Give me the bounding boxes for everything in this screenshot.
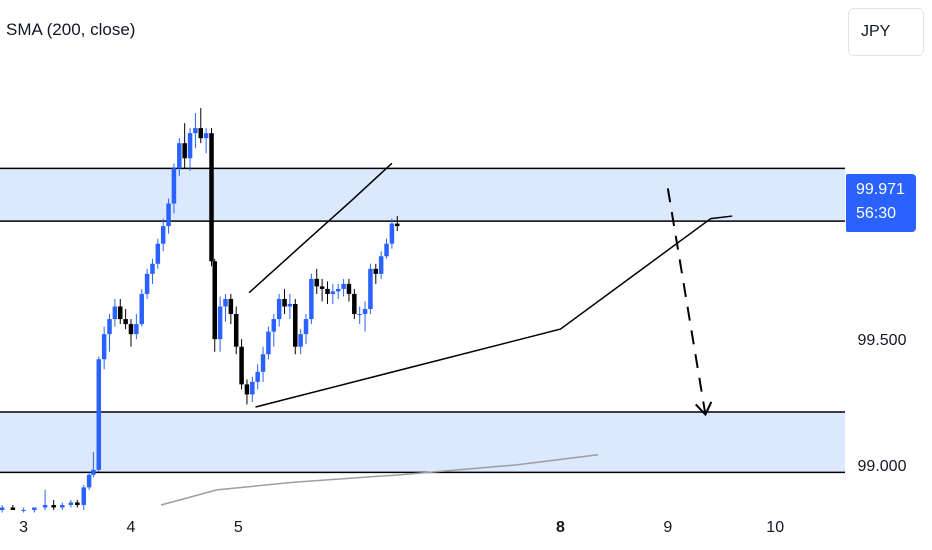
candle: [166, 203, 171, 227]
candle: [171, 168, 177, 204]
candle: [123, 319, 128, 325]
candle: [217, 306, 223, 340]
candle: [319, 286, 325, 289]
candle: [330, 291, 336, 294]
candle: [144, 273, 150, 294]
projection-arrow-head: [695, 401, 713, 417]
last-price-value: 99.971: [856, 181, 905, 198]
last-price-tag: 99.971 56:30: [846, 174, 916, 232]
x-tick-label: 5: [234, 519, 243, 536]
candle: [51, 504, 56, 508]
candle: [75, 502, 80, 505]
x-tick-label: 3: [19, 519, 28, 536]
candle: [160, 226, 166, 244]
candle: [303, 319, 309, 335]
currency-label: JPY: [861, 23, 891, 40]
candle: [260, 354, 266, 372]
candle: [266, 331, 271, 355]
candle: [378, 256, 384, 274]
candle: [389, 223, 395, 244]
candle: [198, 128, 204, 139]
candle: [112, 306, 118, 320]
candle: [10, 507, 16, 510]
candle: [271, 319, 277, 332]
candle: [182, 143, 187, 159]
candle: [187, 133, 193, 159]
candle: [223, 298, 228, 307]
candle: [150, 263, 155, 274]
candle: [86, 474, 92, 488]
candle: [233, 314, 239, 347]
candle: [352, 293, 357, 315]
candle: [139, 293, 144, 325]
candle: [293, 303, 298, 347]
indicator-label[interactable]: SMA (200, close): [6, 20, 136, 39]
candle: [346, 283, 352, 294]
x-tick-label: 9: [663, 519, 672, 536]
support-zone: [0, 412, 845, 473]
candle: [368, 268, 373, 310]
candle: [21, 510, 26, 511]
candle: [335, 288, 341, 292]
candle: [282, 298, 287, 307]
channel-upper-line: [248, 162, 393, 294]
channel-lower-line: [255, 215, 733, 408]
candle: [118, 306, 123, 320]
candle: [134, 324, 139, 335]
candle: [177, 143, 182, 169]
candle: [0, 507, 5, 510]
currency-selector[interactable]: JPY: [848, 8, 924, 56]
candle: [96, 359, 102, 470]
candle: [42, 504, 48, 508]
resistance-zone: [0, 168, 845, 222]
candle: [309, 278, 314, 320]
candle: [203, 133, 209, 139]
candle: [155, 243, 161, 264]
candle: [373, 268, 379, 274]
candle: [276, 298, 282, 320]
candle: [193, 128, 198, 134]
candle: [395, 223, 400, 227]
candle: [250, 381, 255, 395]
candle: [101, 334, 107, 360]
projection-arrow: [666, 188, 707, 415]
y-tick-label: 99.000: [858, 458, 907, 475]
candle: [325, 288, 330, 294]
candle: [314, 278, 319, 287]
candle: [357, 314, 362, 316]
x-tick-label: 8: [556, 519, 565, 536]
x-tick-label: 10: [766, 519, 784, 536]
candle: [107, 319, 112, 335]
candle: [255, 371, 260, 382]
y-tick-label: 99.500: [858, 332, 907, 349]
candle: [209, 133, 214, 262]
candle: [298, 334, 303, 347]
sma-line: [160, 453, 599, 506]
candle: [287, 303, 293, 307]
candle: [362, 309, 368, 315]
candle: [81, 487, 86, 505]
candle: [91, 469, 96, 475]
candle: [32, 507, 37, 510]
candle: [228, 298, 234, 315]
candle: [212, 261, 217, 340]
candle: [341, 283, 346, 289]
candle: [60, 504, 65, 508]
x-tick-label: 4: [127, 519, 136, 536]
candle: [128, 324, 134, 335]
candle: [384, 243, 389, 257]
candle: [244, 384, 250, 395]
candle: [239, 346, 244, 385]
bar-countdown: 56:30: [856, 205, 897, 222]
candle: [68, 502, 74, 505]
